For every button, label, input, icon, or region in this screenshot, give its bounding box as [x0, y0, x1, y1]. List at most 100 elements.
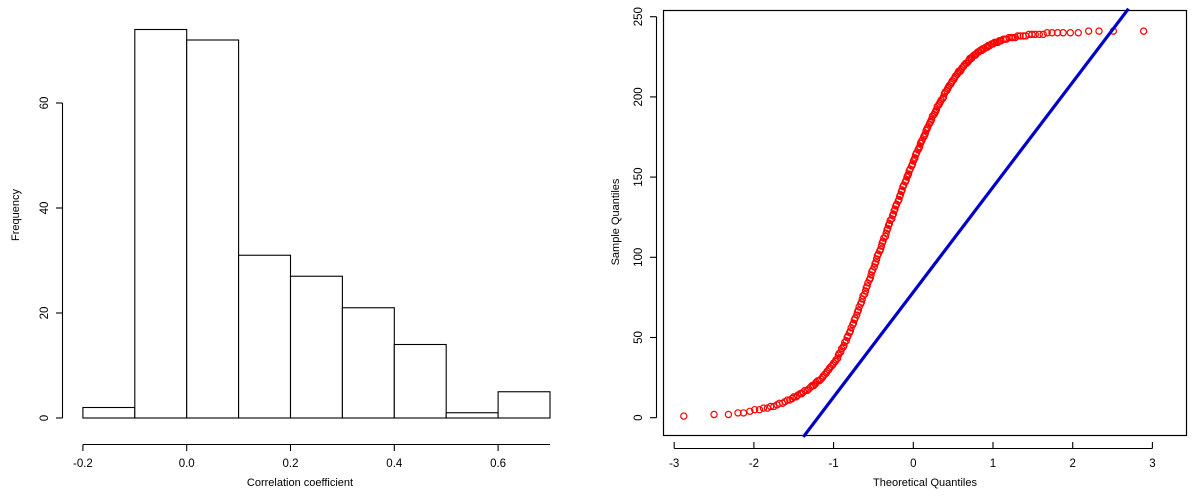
x-axis-tick-label: -2 [749, 458, 759, 470]
histogram-bar [82, 406, 136, 419]
x-axis-tick-label: -1 [828, 458, 838, 470]
qq-data-point [1074, 29, 1082, 37]
histogram-bar [186, 39, 240, 419]
qq-data-point [882, 229, 890, 237]
qq-data-point [750, 405, 759, 414]
qq-data-point [1014, 32, 1022, 40]
qq-data-point [915, 142, 924, 151]
y-axis-tick-label: 0 [39, 415, 51, 421]
qq-data-point [863, 282, 871, 290]
y-axis-tick-label: 50 [633, 331, 645, 344]
y-axis-tick-label: 20 [39, 307, 51, 320]
histogram-bar [445, 412, 499, 419]
histogram-bar [393, 343, 447, 419]
y-axis-tick-label: 40 [39, 202, 51, 215]
qq-data-point [710, 410, 718, 419]
x-axis-tick-label: 3 [1149, 458, 1155, 470]
qq-plot-frame [662, 9, 1188, 437]
qq-data-point [790, 393, 798, 401]
x-axis-tick-label: 0 [910, 458, 916, 470]
qq-data-point [788, 394, 796, 403]
qq-data-point [867, 271, 875, 279]
histogram-bar [497, 391, 551, 419]
qq-data-point [896, 191, 905, 199]
qq-data-point [1031, 30, 1039, 39]
qq-data-point [895, 195, 903, 204]
qq-data-point [908, 160, 917, 168]
histogram-bar [238, 254, 292, 419]
histogram-y-axis-label: Frequency [10, 189, 22, 241]
qq-data-point [870, 263, 878, 271]
qq-plot-y-axis-label: Sample Quantiles [610, 178, 622, 265]
y-axis-tick-label: 0 [633, 414, 645, 420]
x-axis-tick-label: -3 [669, 458, 679, 470]
qq-data-point [1009, 33, 1017, 42]
qq-data-point [889, 210, 898, 218]
x-axis-tick-label: 0.2 [283, 458, 299, 470]
qq-data-point [884, 224, 892, 233]
qq-plot-y-axis: 0 50 100 150 200 250 [633, 7, 658, 421]
x-axis-tick-label: 0.6 [490, 458, 506, 470]
qq-data-point [1028, 30, 1036, 39]
qq-data-point [1053, 29, 1062, 37]
qq-data-point [1066, 29, 1075, 37]
x-axis-tick-label: 1 [990, 458, 996, 470]
histogram-bar [341, 307, 395, 419]
qq-plot-panel: 0 50 100 150 200 250 -3 -2 -1 0 1 2 3 Theoretical Q… [600, 0, 1200, 500]
x-axis-tick-label: 2 [1069, 458, 1075, 470]
qq-plot-svg: 0 50 100 150 200 250 -3 -2 -1 0 1 2 3 Theoretical Q… [610, 7, 1188, 489]
qq-plot-x-axis-label: Theoretical Quantiles [873, 477, 977, 489]
qq-data-point [877, 242, 886, 250]
qq-data-point [1095, 27, 1103, 35]
qq-data-point [853, 311, 861, 319]
qq-data-point [746, 407, 754, 415]
qq-data-point [854, 306, 863, 314]
x-axis-tick-label: 0.0 [179, 458, 195, 470]
histogram-x-axis-label: Correlation coefficient [247, 477, 353, 489]
qq-data-point [904, 170, 913, 178]
qq-data-point [1043, 29, 1051, 37]
x-axis-tick-label: 0.4 [386, 458, 403, 470]
qq-data-point [799, 388, 808, 396]
qq-data-point [734, 409, 742, 417]
y-axis-tick-label: 60 [39, 97, 51, 110]
qq-data-point [783, 396, 792, 404]
qq-data-point [755, 405, 764, 414]
qq-data-point [1139, 27, 1148, 35]
qq-data-point [902, 176, 910, 185]
y-axis-tick-label: 250 [633, 7, 645, 26]
qq-data-point [861, 287, 870, 295]
qq-data-point [898, 186, 906, 194]
histogram-bar [289, 275, 343, 419]
qq-data-point [1035, 30, 1043, 39]
qq-data-point [724, 410, 733, 419]
qq-data-point [759, 404, 768, 412]
qq-data-point [911, 154, 919, 162]
qq-reference-line [802, 7, 1130, 438]
qq-data-point [1016, 32, 1024, 40]
histogram-y-axis: 0 20 40 60 [39, 97, 64, 421]
qq-data-point [833, 354, 842, 363]
histogram-bars [82, 28, 551, 419]
qq-data-point [939, 93, 948, 101]
qq-data-point [846, 327, 855, 335]
qq-data-point [849, 319, 858, 327]
qq-data-point [842, 337, 851, 345]
qq-data-point [1048, 29, 1056, 37]
x-axis-tick-label: -0.2 [73, 458, 93, 470]
y-axis-tick-label: 150 [633, 168, 645, 187]
qq-data-point [680, 412, 688, 420]
histogram-x-axis: -0.2 0.0 0.2 0.4 0.6 [73, 443, 550, 470]
qq-data-point [888, 215, 896, 223]
y-axis-tick-label: 200 [633, 87, 645, 106]
qq-data-point [1084, 27, 1093, 35]
qq-data-point [921, 130, 929, 138]
histogram-panel: 0 20 40 60 -0.2 0.0 0.2 0.4 0.6 Correlation coe… [10, 28, 551, 489]
y-axis-tick-label: 100 [633, 248, 645, 267]
qq-plot-x-axis: -3 -2 -1 0 1 2 3 [669, 442, 1156, 470]
qq-data-point [801, 386, 809, 395]
qq-data-point [872, 255, 881, 263]
histogram-svg: 0 20 40 60 -0.2 0.0 0.2 0.4 0.6 Correlation coe… [10, 28, 551, 489]
histogram-bar [134, 28, 188, 419]
